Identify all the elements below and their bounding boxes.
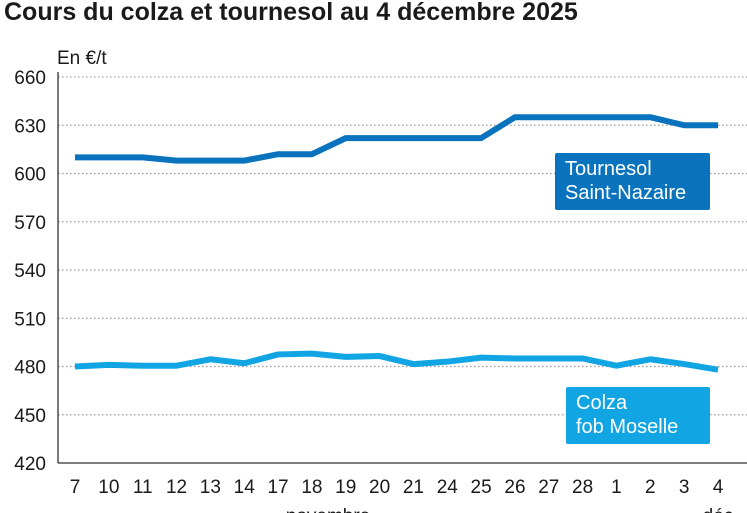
- x-tick-label: 27: [538, 477, 559, 498]
- x-tick-label: 7: [70, 477, 81, 498]
- x-tick-label: 17: [267, 477, 288, 498]
- x-tick-label: 1: [611, 477, 622, 498]
- month-label: novembre: [286, 506, 371, 513]
- series-line-tournesol: [75, 114, 718, 164]
- y-tick-label: 450: [14, 406, 46, 427]
- x-tick-label: 12: [166, 477, 187, 498]
- series-label-line: fob Moselle: [576, 416, 679, 438]
- x-tick-label: 21: [403, 477, 424, 498]
- x-tick-label: 11: [133, 477, 153, 498]
- y-tick-label: 600: [14, 165, 46, 186]
- y-tick-label: 420: [14, 454, 46, 475]
- x-tick-label: 2: [645, 477, 656, 498]
- x-tick-label: 20: [369, 477, 390, 498]
- y-tick-label: 540: [14, 261, 46, 282]
- series-label-colza: Colza fob Moselle: [566, 387, 710, 444]
- y-tick-label: 480: [14, 358, 46, 379]
- y-tick-label: 660: [14, 68, 46, 89]
- series-label-line: Colza: [576, 392, 628, 414]
- x-tick-label: 25: [471, 477, 492, 498]
- y-tick-label: 570: [14, 213, 46, 234]
- y-tick-label: 510: [14, 309, 46, 330]
- x-tick-label: 18: [301, 477, 322, 498]
- series-label-line: Tournesol: [565, 158, 652, 180]
- x-tick-label: 26: [504, 477, 525, 498]
- x-tick-label: 24: [437, 477, 459, 498]
- series-line-colza: [74, 350, 719, 373]
- chart-title: Cours du colza et tournesol au 4 décembr…: [4, 0, 578, 26]
- x-tick-label: 13: [200, 477, 221, 498]
- x-tick-label: 3: [679, 477, 690, 498]
- x-tick-label: 28: [572, 477, 593, 498]
- x-tick-label: 14: [234, 477, 256, 498]
- x-tick-label: 4: [713, 477, 724, 498]
- series-label-line: Saint-Nazaire: [565, 182, 687, 204]
- y-axis-label: En €/t: [57, 48, 107, 69]
- x-tick-label: 10: [98, 477, 119, 498]
- y-tick-label: 630: [14, 116, 46, 137]
- series-label-tournesol: Tournesol Saint-Nazaire: [555, 153, 710, 210]
- month-label: déc: [703, 506, 734, 513]
- x-tick-label: 19: [335, 477, 356, 498]
